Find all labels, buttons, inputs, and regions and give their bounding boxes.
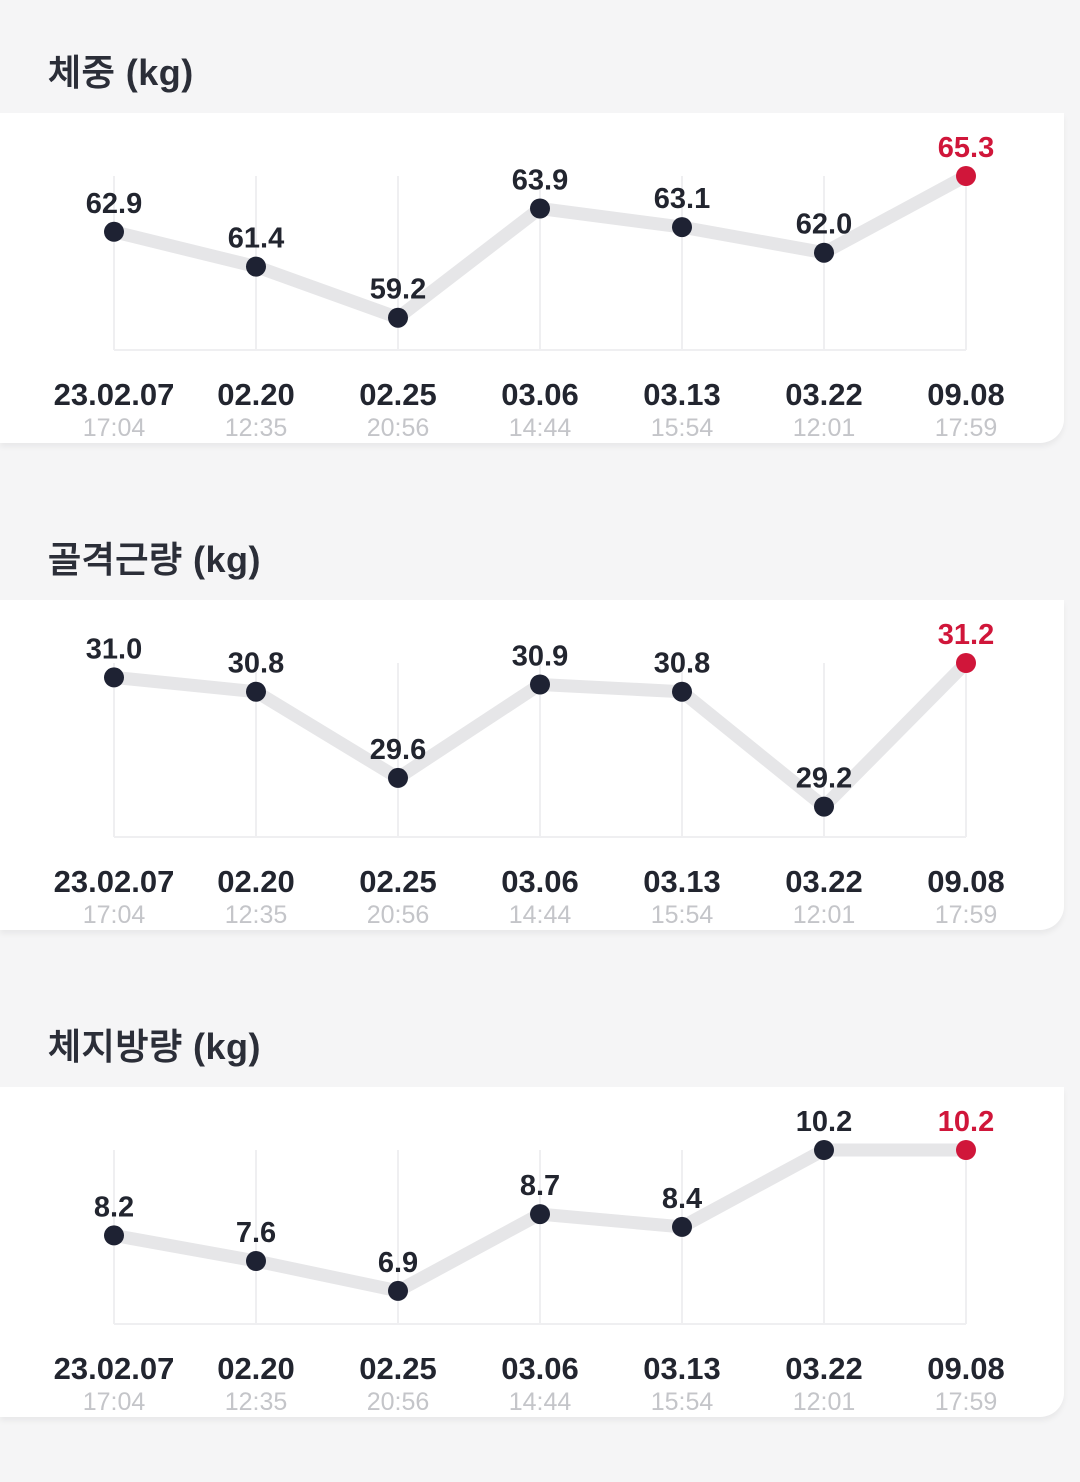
fat-chart-title: 체지방량 (kg) [48,1026,261,1067]
weight-time-label: 12:01 [793,414,856,442]
fat-time-label: 15:54 [651,1388,714,1416]
fat-time-label: 17:59 [935,1388,998,1416]
muscle-date-label: 23.02.07 [54,864,175,899]
muscle-chart-title: 골격근량 (kg) [48,539,261,580]
muscle-point [530,674,550,695]
weight-value-label: 63.9 [512,165,568,197]
fat-point [246,1251,266,1271]
weight-point [956,166,976,186]
fat-value-label: 10.2 [796,1106,852,1138]
weight-chart: 62.9 61.4 59.2 63.9 63.1 62.0 65.3 23.02.0717:0… [54,132,1005,442]
fat-date-label: 02.25 [359,1351,437,1386]
fat-value-label: 8.2 [94,1191,134,1223]
weight-point [814,242,834,263]
muscle-chart-card: 31.0 30.8 29.6 30.9 30.8 29.2 31.2 23.02.07 17:0… [0,600,1064,930]
weight-value-label: 65.3 [938,132,994,164]
muscle-time-label: 17:59 [935,901,998,929]
muscle-date-label: 09.08 [927,864,1005,899]
weight-value-label: 63.1 [654,183,710,215]
muscle-date-label: 03.06 [501,864,579,899]
weight-date-label: 23.02.07 [54,377,175,412]
weight-chart-title: 체중 (kg) [48,52,194,93]
weight-date-label: 02.20 [217,377,295,412]
fat-time-label: 14:44 [509,1388,572,1416]
weight-point [246,256,266,277]
fat-date-label: 23.02.07 [54,1351,175,1386]
weight-time-label: 12:35 [225,414,288,442]
fat-value-label: 10.2 [938,1106,994,1138]
fat-date-label: 02.20 [217,1351,295,1386]
fat-point [388,1280,408,1301]
fat-value-label: 8.7 [520,1170,560,1202]
muscle-time-label: 14:44 [509,901,572,929]
muscle-value-label: 29.6 [370,734,426,766]
weight-value-label: 62.9 [86,188,142,220]
weight-time-label: 17:59 [935,414,998,442]
fat-point [104,1225,124,1246]
muscle-value-label: 30.8 [654,648,710,680]
muscle-value-label: 29.2 [796,763,852,795]
fat-date-label: 03.22 [785,1351,863,1386]
weight-time-label: 14:44 [509,414,572,442]
fat-value-label: 8.4 [662,1183,702,1215]
muscle-time-label: 12:01 [793,901,856,929]
weight-time-label: 15:54 [651,414,714,442]
muscle-date-label: 03.22 [785,864,863,899]
muscle-point [672,681,692,702]
muscle-section-header: 골격근량 (kg) [0,487,1080,600]
weight-point [388,307,408,328]
weight-value-label: 61.4 [228,223,284,255]
muscle-date-label: 02.25 [359,864,437,899]
weight-chart-card: 62.9 61.4 59.2 63.9 63.1 62.0 65.3 23.02.07 17:0… [0,113,1064,443]
muscle-date-label: 02.20 [217,864,295,899]
fat-date-label: 09.08 [927,1351,1005,1386]
weight-date-label: 03.13 [643,377,721,412]
weight-date-label: 09.08 [927,377,1005,412]
muscle-value-label: 31.2 [938,619,994,651]
weight-date-label: 03.22 [785,377,863,412]
weight-date-label: 02.25 [359,377,437,412]
muscle-time-label: 15:54 [651,901,714,929]
fat-time-label: 12:01 [793,1388,856,1416]
weight-value-label: 59.2 [370,274,426,306]
fat-point [530,1204,550,1225]
muscle-point [814,796,834,817]
fat-section-header: 체지방량 (kg) [0,974,1080,1087]
muscle-chart: 31.0 30.8 29.6 30.9 30.8 29.2 31.2 23.02.0717:0… [54,619,1005,929]
muscle-point [246,681,266,702]
fat-time-label: 17:04 [83,1388,146,1416]
fat-date-label: 03.13 [643,1351,721,1386]
fat-time-label: 12:35 [225,1388,288,1416]
muscle-point [104,667,124,688]
muscle-time-label: 12:35 [225,901,288,929]
muscle-point [956,653,976,673]
muscle-time-label: 17:04 [83,901,146,929]
muscle-value-label: 31.0 [86,633,142,665]
fat-point [672,1216,692,1237]
muscle-point [388,767,408,788]
weight-point [530,198,550,219]
fat-date-label: 03.06 [501,1351,579,1386]
muscle-date-label: 03.13 [643,864,721,899]
muscle-value-label: 30.9 [512,641,568,673]
fat-chart-card: 8.2 7.6 6.9 8.7 8.4 10.2 10.2 23.02.07 17:04 02.2… [0,1087,1064,1417]
weight-point [672,217,692,238]
fat-value-label: 7.6 [236,1217,276,1249]
weight-time-label: 17:04 [83,414,146,442]
weight-value-label: 62.0 [796,209,852,241]
weight-date-label: 03.06 [501,377,579,412]
weight-point [104,221,124,242]
weight-time-label: 20:56 [367,414,430,442]
muscle-time-label: 20:56 [367,901,430,929]
fat-point [956,1140,976,1160]
fat-value-label: 6.9 [378,1247,418,1279]
fat-time-label: 20:56 [367,1388,430,1416]
muscle-value-label: 30.8 [228,648,284,680]
weight-section-header: 체중 (kg) [0,0,1080,113]
fat-point [814,1140,834,1160]
